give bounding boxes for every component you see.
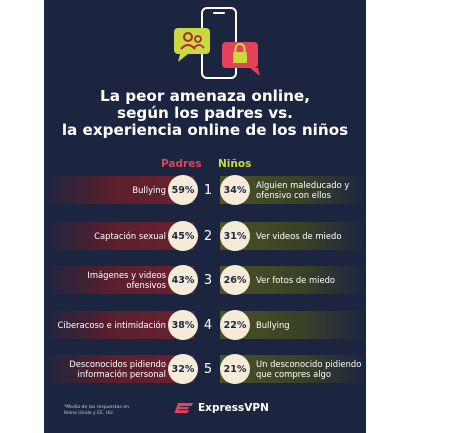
kid-experience-label: Bullying [256, 319, 290, 330]
kid-percent-badge: 22% [220, 310, 250, 340]
brand-name: ExpressVPN [198, 402, 269, 414]
kid-percent-badge: 31% [220, 221, 250, 251]
parent-threat-label: Captación sexual [94, 230, 166, 241]
kid-percent-badge: 21% [220, 354, 250, 384]
rank-number: 2 [203, 228, 213, 244]
kid-experience-label: Alguien maleducado y ofensivo con ellos [256, 179, 350, 201]
infographic-panel: La peor amenaza online, según los padres… [44, 0, 366, 433]
table-row: Ciberacoso e intimidación 38% 4 22% Bull… [44, 308, 366, 342]
parent-threat-label: Desconocidos pidiendo información person… [69, 358, 166, 380]
rank-number: 5 [203, 361, 213, 377]
column-header-parents: Padres [161, 158, 202, 170]
parent-threat-label: Imágenes y videos ofensivos [87, 269, 166, 291]
column-header-kids: Niños [218, 158, 252, 170]
title-line-1: La peor amenaza online, [100, 87, 310, 105]
parent-percent-badge: 59% [168, 175, 198, 205]
title-line-2: según los padres vs. [117, 104, 293, 122]
footnote: *Media de las respuestas en Reino Unido … [64, 405, 129, 416]
brand-logo: ExpressVPN [174, 402, 269, 414]
lock-chat-bubble-icon [222, 42, 260, 76]
parent-percent-badge: 38% [168, 310, 198, 340]
kid-percent-badge: 26% [220, 265, 250, 295]
rank-number: 4 [203, 317, 213, 333]
table-row: Captación sexual 45% 2 31% Ver videos de… [44, 219, 366, 253]
table-row: Desconocidos pidiendo información person… [44, 352, 366, 386]
kid-experience-label: Un desconocido pidiendo que compres algo [256, 358, 362, 380]
parent-percent-badge: 43% [168, 265, 198, 295]
title-line-3: la experiencia online de los niños [61, 121, 349, 139]
rank-number: 1 [203, 182, 213, 198]
kid-experience-label: Ver videos de miedo [256, 230, 342, 241]
parent-percent-badge: 32% [168, 354, 198, 384]
rank-number: 3 [203, 272, 213, 288]
user-chat-bubble-icon [174, 28, 210, 62]
kid-experience-label: Ver fotos de miedo [256, 274, 336, 285]
table-row: Bullying 59% 1 34% Alguien maleducado y … [44, 173, 366, 207]
phone-chat-illustration [174, 7, 260, 79]
infographic-title: La peor amenaza online, según los padres… [44, 88, 366, 139]
parent-threat-label: Ciberacoso e intimidación [57, 319, 166, 330]
kid-percent-badge: 34% [220, 175, 250, 205]
expressvpn-logo-icon [174, 403, 193, 413]
parent-threat-label: Bullying [132, 184, 166, 195]
table-row: Imágenes y videos ofensivos 43% 3 26% Ve… [44, 263, 366, 297]
parent-percent-badge: 45% [168, 221, 198, 251]
